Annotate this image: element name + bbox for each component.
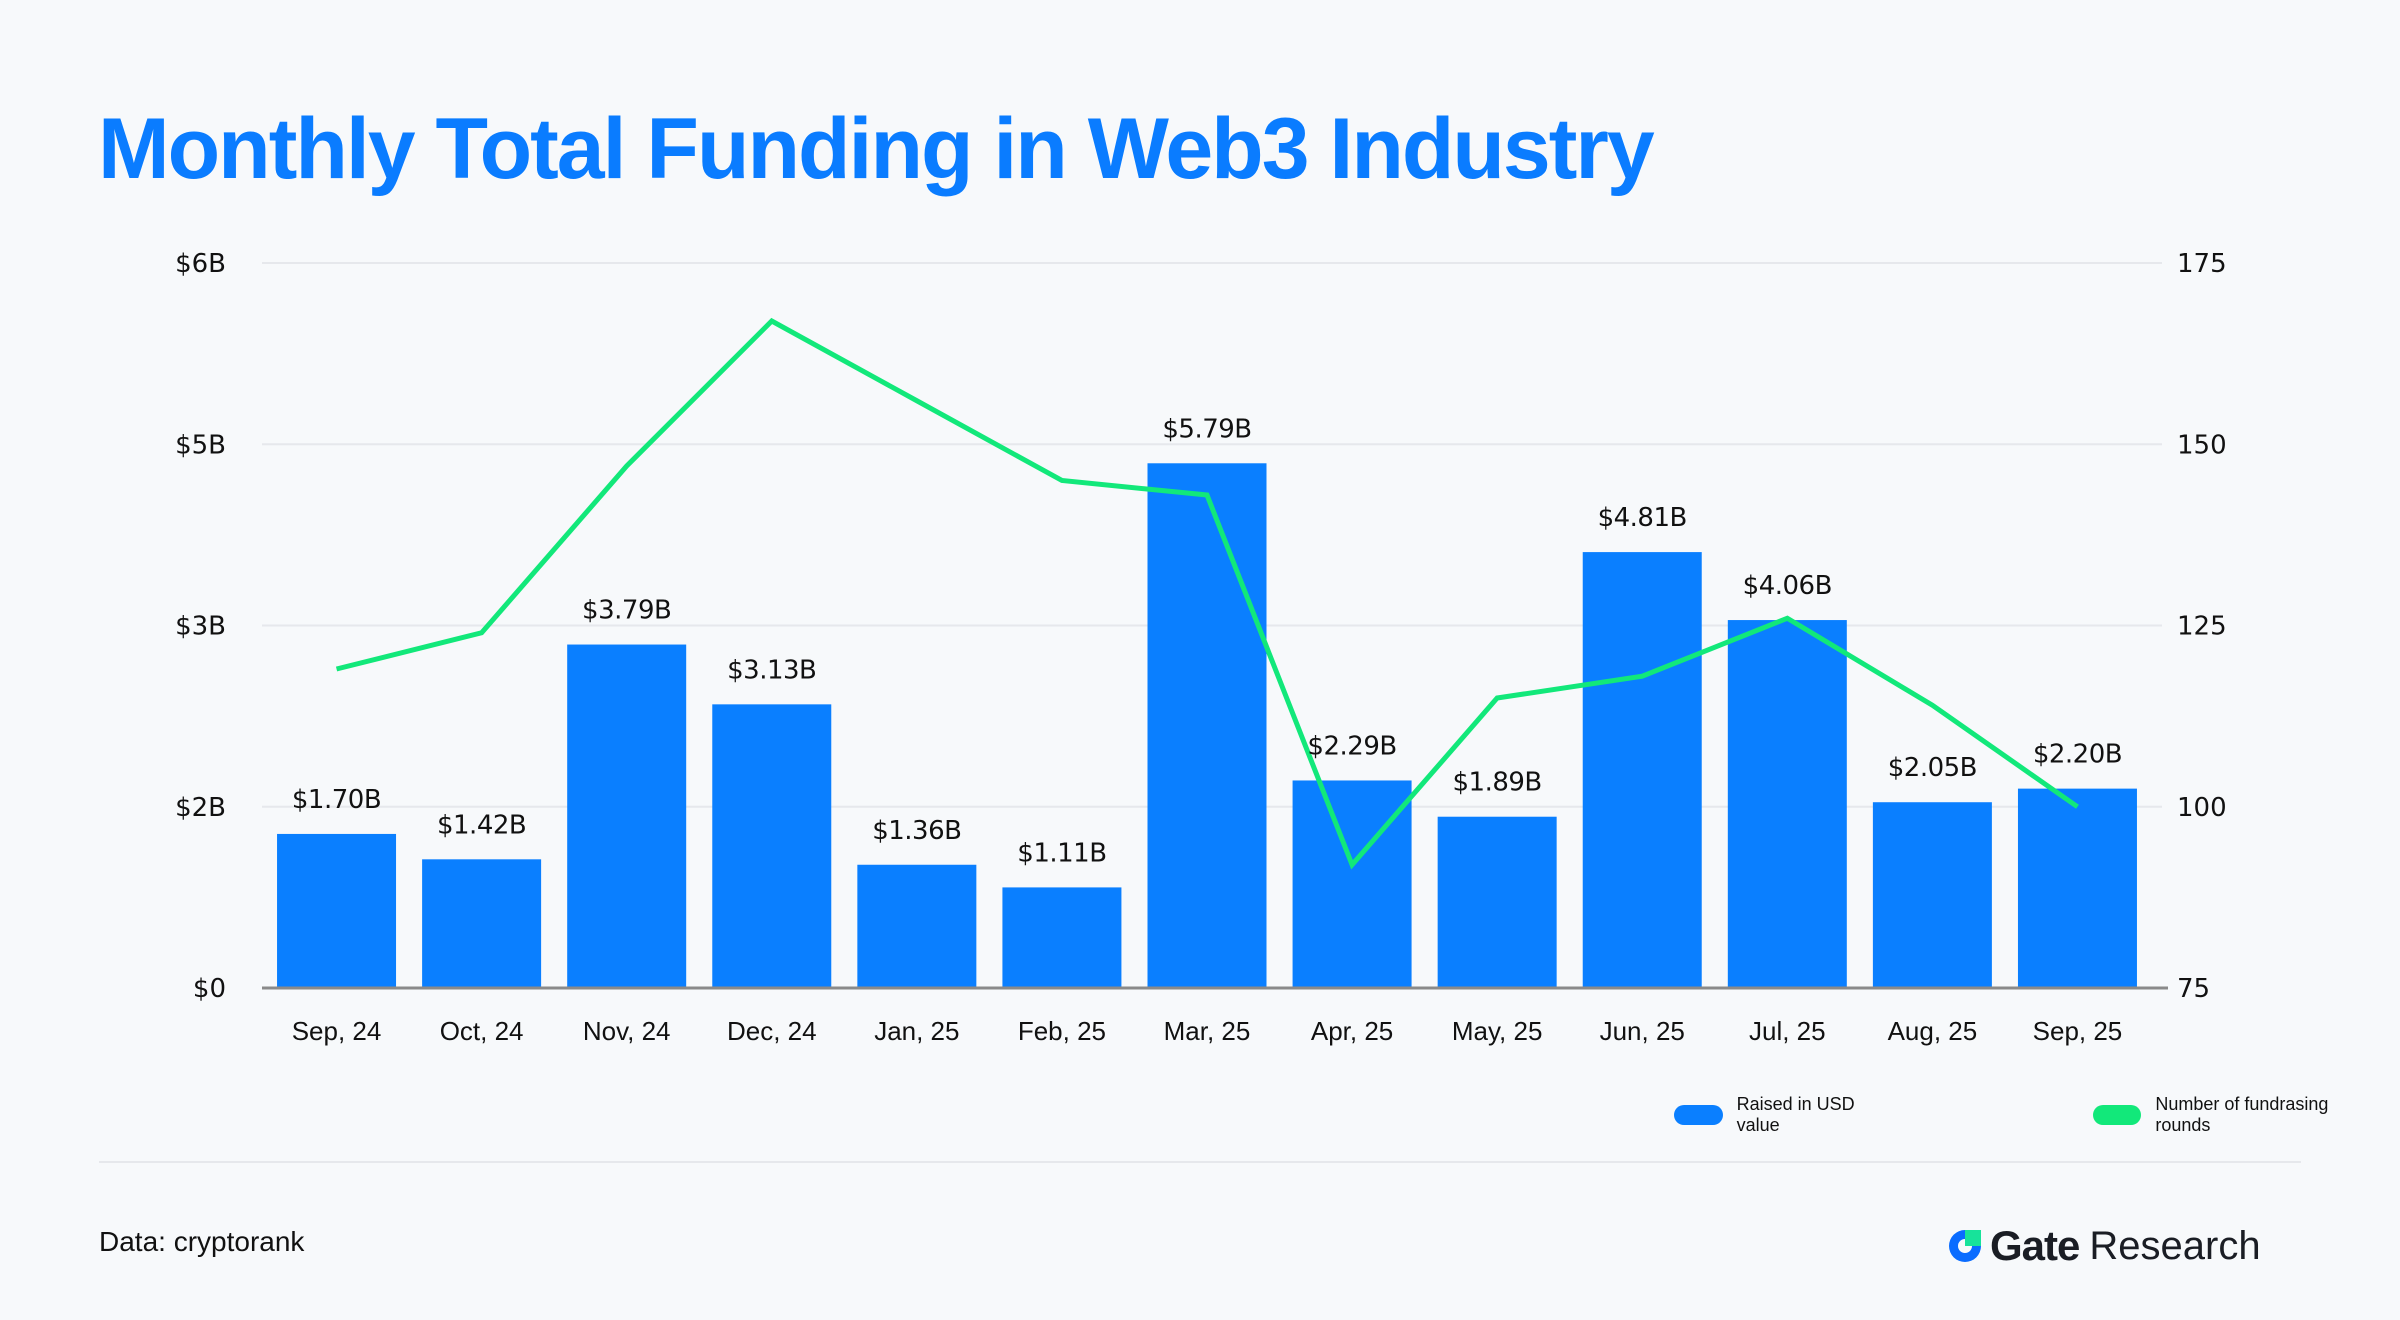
x-axis-tick-label: Mar, 25 [1164, 1016, 1251, 1046]
bar-value-label: $4.81B [1598, 503, 1687, 533]
footer-divider [99, 1161, 2301, 1163]
bar [1002, 887, 1122, 988]
bar-value-label: $1.42B [437, 810, 526, 840]
legend-item-line[interactable]: Number of fundrasing rounds [2092, 1094, 2358, 1136]
x-axis-tick-label: Dec, 24 [727, 1016, 817, 1046]
left-axis-tick-label: $0 [193, 974, 226, 1004]
chart-title: Monthly Total Funding in Web3 Industry [98, 101, 1655, 197]
bar-value-label: $1.89B [1453, 768, 1542, 798]
brand-suffix: Research [2089, 1223, 2261, 1268]
bar-value-label: $2.20B [2033, 740, 2122, 770]
bar-value-label: $4.06B [1743, 571, 1832, 601]
bar [1582, 552, 1702, 988]
x-axis-tick-label: Jul, 25 [1749, 1016, 1826, 1046]
brand-name: Gate [1990, 1222, 2080, 1269]
brand-logo: Gate Research [1946, 1222, 2261, 1270]
x-axis-tick-label: Feb, 25 [1018, 1016, 1106, 1046]
x-axis-tick-label: Apr, 25 [1311, 1016, 1393, 1046]
right-axis-tick-label: 150 [2177, 430, 2227, 460]
bar-value-label: $2.29B [1307, 731, 1396, 761]
bar-value-label: $5.79B [1162, 414, 1251, 444]
x-axis-tick-label: Nov, 24 [583, 1016, 671, 1046]
right-axis-tick-label: 100 [2177, 793, 2227, 823]
right-axis: 75 100 125 150 175 [2177, 249, 2227, 1004]
left-axis-tick-label: $3B [175, 612, 226, 642]
x-axis-tick-label: Jan, 25 [874, 1016, 959, 1046]
x-axis-tick-label: Aug, 25 [1888, 1016, 1978, 1046]
bar-value-label: $1.11B [1017, 838, 1106, 868]
legend-label-bars: Raised in USD value [1736, 1094, 1855, 1135]
bar [1872, 802, 1992, 988]
right-axis-tick-label: 75 [2177, 974, 2210, 1004]
legend-item-bars[interactable]: Raised in USD value [1674, 1094, 1881, 1136]
bar-value-label: $2.05B [1888, 753, 1977, 783]
bar [857, 864, 977, 988]
left-axis-tick-label: $6B [175, 249, 226, 279]
bar [1147, 463, 1267, 988]
data-labels: $1.70B $1.42B $3.79B $3.13B $1.36B $1.11B $5.7… [292, 414, 2123, 868]
x-axis-tick-label: Oct, 24 [440, 1016, 524, 1046]
bar-value-label: $1.36B [872, 816, 961, 846]
bar [1292, 780, 1412, 988]
x-axis: Sep, 24 Oct, 24 Nov, 24 Dec, 24 Jan, 25 Feb, … [262, 986, 2168, 1046]
bar [2017, 788, 2137, 988]
bar-value-label: $1.70B [292, 785, 381, 815]
line-series [335, 317, 2079, 870]
left-axis-tick-label: $2B [175, 793, 226, 823]
legend-swatch-line [2092, 1105, 2142, 1125]
bar-value-label: $3.79B [582, 596, 671, 626]
bar [567, 644, 687, 988]
bar [1437, 816, 1557, 988]
bar [277, 833, 397, 988]
bar-value-label: $3.13B [727, 655, 816, 685]
x-axis-tick-label: Sep, 25 [2033, 1016, 2123, 1046]
left-axis: $0 $2B $3B $5B $6B [175, 249, 226, 1004]
gate-logo-icon [1949, 1230, 1981, 1262]
legend: Raised in USD value Number of fundrasing… [1674, 1094, 2400, 1136]
x-axis-tick-label: Jun, 25 [1600, 1016, 1685, 1046]
x-axis-tick-label: Sep, 24 [292, 1016, 382, 1046]
right-axis-tick-label: 125 [2177, 612, 2227, 642]
x-axis-tick-label: May, 25 [1452, 1016, 1543, 1046]
left-axis-tick-label: $5B [175, 430, 226, 460]
bar [422, 859, 542, 988]
data-source: Data: cryptorank [99, 1226, 305, 1257]
right-axis-tick-label: 175 [2177, 249, 2227, 279]
bar [1727, 620, 1847, 988]
legend-swatch-bars [1674, 1105, 1723, 1125]
bar [712, 704, 832, 988]
legend-label-line: Number of fundrasing rounds [2155, 1094, 2329, 1135]
bar-series [277, 463, 2137, 988]
